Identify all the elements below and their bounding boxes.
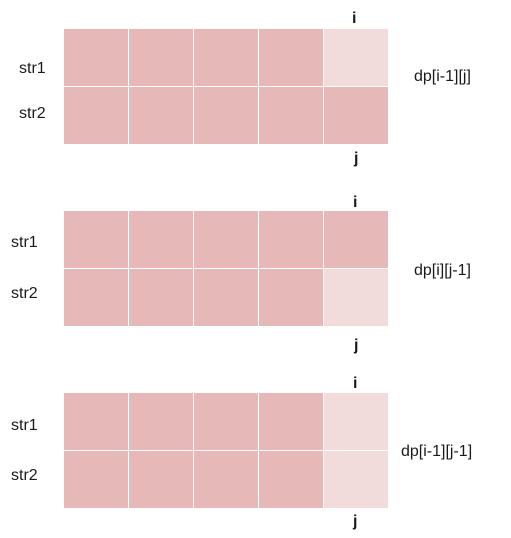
dp-cell-filled	[64, 29, 128, 86]
dp-cell-target	[324, 393, 388, 450]
dp-cell-filled	[129, 87, 193, 144]
dp-cell-filled	[64, 87, 128, 144]
dp-cell-filled	[324, 87, 388, 144]
dp-cell-filled	[64, 393, 128, 450]
index-j-label: j	[353, 513, 358, 530]
dp-cell-filled	[259, 29, 323, 86]
row-label-str1: str1	[11, 417, 38, 434]
dp-cell-filled	[64, 451, 128, 508]
dp-cell-filled	[129, 269, 193, 326]
panel-3: i str1 str2 dp[i-1][j-1] j	[0, 362, 511, 538]
dp-cell-filled	[324, 211, 388, 268]
dp-cell-target	[324, 269, 388, 326]
dp-cell-filled	[129, 211, 193, 268]
index-j-label: j	[354, 150, 359, 167]
dp-grid	[64, 393, 388, 509]
dp-cell-filled	[194, 451, 258, 508]
dp-cell-target	[324, 29, 388, 86]
index-j-label: j	[354, 337, 359, 354]
panel-2: i str1 str2 dp[i][j-1] j	[0, 180, 511, 360]
dp-cell-filled	[259, 451, 323, 508]
row-label-str2: str2	[19, 105, 46, 122]
formula-label: dp[i-1][j-1]	[401, 443, 473, 460]
index-i-label: i	[353, 194, 358, 211]
dp-cell-filled	[259, 393, 323, 450]
dp-grid	[64, 29, 388, 145]
formula-label: dp[i-1][j]	[414, 68, 471, 85]
dp-cell-filled	[194, 211, 258, 268]
dp-cell-filled	[259, 211, 323, 268]
dp-cell-filled	[64, 269, 128, 326]
dp-cell-filled	[194, 29, 258, 86]
dp-cell-filled	[259, 269, 323, 326]
dp-cell-filled	[64, 211, 128, 268]
dp-cell-filled	[194, 87, 258, 144]
row-label-str2: str2	[11, 467, 38, 484]
dp-cell-filled	[129, 451, 193, 508]
formula-label: dp[i][j-1]	[414, 262, 471, 279]
index-i-label: i	[353, 375, 358, 392]
row-label-str1: str1	[11, 234, 38, 251]
dp-cell-target	[324, 451, 388, 508]
dp-cell-filled	[129, 393, 193, 450]
dp-cell-filled	[259, 87, 323, 144]
row-label-str1: str1	[19, 60, 46, 77]
panel-1: i str1 str2 dp[i-1][j] j	[0, 0, 511, 175]
dp-cell-filled	[129, 29, 193, 86]
dp-grid	[64, 211, 388, 327]
dp-cell-filled	[194, 269, 258, 326]
index-i-label: i	[352, 10, 357, 27]
row-label-str2: str2	[11, 285, 38, 302]
dp-cell-filled	[194, 393, 258, 450]
